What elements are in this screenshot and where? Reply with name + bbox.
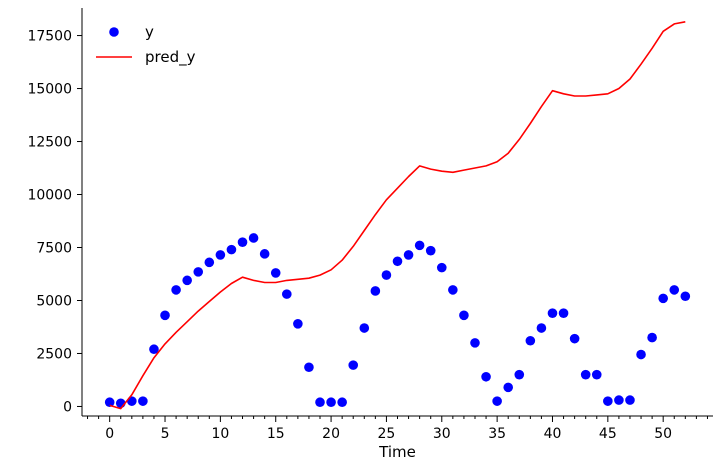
- y-tick-label: 12500: [27, 135, 72, 151]
- plot-series: [104, 21, 691, 410]
- y-ticks: 0 2500 5000 7500 10000 12500 15000 17500: [27, 29, 82, 415]
- data-point: [625, 395, 635, 405]
- data-point: [481, 371, 491, 382]
- x-tick-label: 20: [322, 426, 340, 442]
- series-line-pred-y: [109, 21, 686, 410]
- data-point: [104, 397, 115, 408]
- y-tick-label: 15000: [27, 82, 72, 98]
- data-point: [436, 262, 447, 273]
- x-tick-label: 5: [161, 426, 170, 442]
- data-point: [226, 244, 237, 255]
- data-point: [193, 267, 204, 277]
- data-point: [425, 245, 436, 256]
- x-ticks: 0 5 10 15 20 25 30 35 40 45 50: [105, 416, 672, 442]
- data-point: [337, 397, 347, 408]
- axes: [81, 8, 713, 417]
- data-point: [403, 250, 414, 260]
- data-point: [470, 338, 480, 348]
- x-tick-label: 35: [488, 426, 506, 442]
- data-point: [547, 308, 558, 319]
- data-point: [614, 395, 624, 405]
- x-tick-label: 45: [599, 426, 617, 442]
- data-point: [658, 293, 668, 304]
- x-tick-label: 25: [378, 426, 396, 442]
- data-point: [636, 349, 646, 360]
- data-point: [215, 250, 226, 260]
- data-point: [281, 289, 292, 299]
- data-point: [459, 310, 469, 321]
- x-tick-label: 10: [211, 426, 229, 442]
- data-point: [270, 268, 281, 278]
- data-point: [370, 286, 381, 296]
- y-tick-label: 0: [63, 399, 72, 415]
- data-point: [414, 240, 425, 251]
- y-tick-label: 10000: [27, 188, 72, 204]
- data-point: [304, 362, 314, 373]
- data-point: [315, 397, 325, 408]
- x-tick-label: 30: [433, 426, 451, 442]
- data-point: [558, 308, 569, 319]
- data-point: [492, 396, 502, 406]
- legend-marker-circle: [109, 27, 119, 37]
- data-point: [248, 233, 259, 243]
- data-point: [326, 397, 336, 408]
- x-tick-label: 50: [654, 426, 672, 442]
- data-point: [237, 237, 248, 248]
- data-point: [381, 270, 392, 280]
- data-point: [293, 319, 303, 329]
- data-point: [259, 249, 270, 259]
- data-point: [204, 257, 215, 268]
- data-point: [514, 369, 525, 380]
- data-point: [669, 285, 680, 295]
- legend-label: pred_y: [145, 48, 196, 67]
- data-point: [149, 344, 159, 355]
- data-point: [182, 275, 192, 286]
- data-point: [160, 310, 170, 321]
- data-point: [171, 285, 181, 295]
- data-point: [647, 332, 657, 343]
- x-tick-label: 40: [544, 426, 562, 442]
- data-point: [680, 291, 691, 302]
- data-point: [580, 369, 591, 380]
- data-point: [348, 360, 359, 370]
- data-point: [591, 369, 602, 380]
- y-tick-label: 17500: [27, 29, 72, 45]
- y-tick-label: 2500: [36, 346, 72, 362]
- data-point: [603, 396, 613, 406]
- data-point: [138, 396, 148, 406]
- data-point: [448, 285, 458, 295]
- data-point: [569, 333, 580, 344]
- data-point: [503, 382, 514, 393]
- legend-label: y: [145, 23, 154, 41]
- data-point: [536, 323, 547, 333]
- legend: y pred_y: [96, 23, 196, 67]
- x-minor-ticks: [87, 416, 708, 419]
- x-tick-label: 0: [105, 426, 114, 442]
- y-tick-label: 5000: [36, 293, 72, 309]
- data-point: [525, 335, 536, 346]
- data-point: [392, 256, 403, 267]
- y-tick-label: 7500: [36, 241, 72, 257]
- data-point: [359, 323, 370, 333]
- x-tick-label: 15: [267, 426, 285, 442]
- x-axis-label: Time: [378, 443, 416, 461]
